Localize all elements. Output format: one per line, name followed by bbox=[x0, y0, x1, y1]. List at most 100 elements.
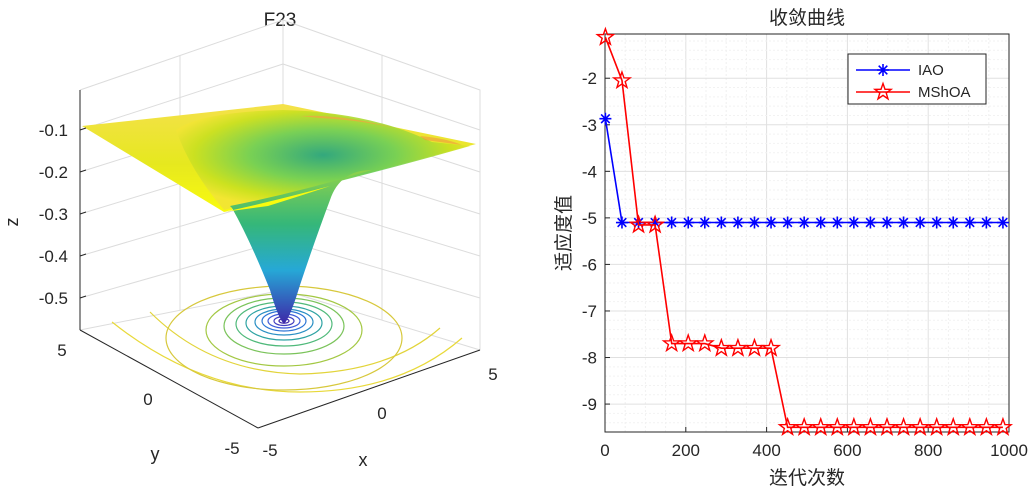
x-tick-label: 800 bbox=[914, 441, 942, 460]
x-tick-label: 600 bbox=[833, 441, 861, 460]
data-point-mshoa bbox=[711, 337, 732, 357]
z-axis-label: z bbox=[2, 218, 22, 227]
surface-mesh bbox=[82, 104, 476, 324]
legend-label-iao: IAO bbox=[918, 62, 944, 79]
x-axis: -5 0 5 x bbox=[257, 349, 498, 470]
data-point-mshoa bbox=[727, 337, 749, 357]
y-tick-label: -5 bbox=[582, 209, 597, 228]
chart-series bbox=[595, 26, 1014, 436]
x-tick-label: 0 bbox=[377, 404, 386, 423]
data-point-iao bbox=[731, 216, 744, 229]
y-tick-label: 5 bbox=[57, 341, 66, 360]
data-point-mshoa bbox=[860, 416, 881, 436]
data-point-mshoa bbox=[628, 214, 649, 234]
z-tick-label: -0.2 bbox=[39, 163, 68, 182]
z-tick-label: -0.1 bbox=[39, 121, 68, 140]
data-point-mshoa bbox=[644, 214, 666, 234]
y-axis-label: y bbox=[151, 444, 160, 464]
y-tick-label: -9 bbox=[582, 395, 597, 414]
y-tick-label: -2 bbox=[582, 69, 597, 88]
z-tick-label: -0.4 bbox=[39, 247, 68, 266]
x-tick-label: -5 bbox=[262, 441, 277, 460]
data-point-iao bbox=[798, 216, 811, 229]
series-iao bbox=[599, 112, 1009, 229]
legend-marker-iao bbox=[877, 64, 889, 76]
data-point-iao bbox=[831, 216, 844, 229]
data-point-iao bbox=[781, 216, 794, 229]
data-point-iao bbox=[897, 216, 910, 229]
data-point-mshoa bbox=[777, 416, 798, 436]
y-axis-title: 适应度值 bbox=[553, 195, 575, 271]
y-tick-label: -6 bbox=[582, 255, 597, 274]
x-tick-label: 400 bbox=[752, 441, 780, 460]
data-point-iao bbox=[665, 216, 678, 229]
data-point-mshoa bbox=[744, 337, 765, 357]
chart-title: 收敛曲线 bbox=[769, 7, 845, 29]
legend-marker-mshoa bbox=[872, 81, 894, 101]
y-tick-label: -7 bbox=[582, 302, 597, 321]
data-point-iao bbox=[765, 216, 778, 229]
data-point-iao bbox=[748, 216, 761, 229]
data-point-iao bbox=[963, 216, 976, 229]
data-point-mshoa bbox=[810, 416, 831, 436]
x-tick-label: 1000 bbox=[990, 441, 1028, 460]
data-point-mshoa bbox=[959, 416, 980, 436]
z-axis: -0.1 -0.2 -0.3 -0.4 -0.5 z bbox=[2, 90, 87, 330]
data-point-iao bbox=[814, 216, 827, 229]
data-point-mshoa bbox=[943, 416, 964, 436]
data-point-iao bbox=[996, 216, 1009, 229]
data-point-mshoa bbox=[992, 416, 1014, 436]
legend-box bbox=[847, 53, 987, 105]
z-tick-label: -0.3 bbox=[39, 205, 68, 224]
data-point-iao bbox=[715, 216, 728, 229]
data-point-mshoa bbox=[794, 416, 815, 436]
x-axis-title: 迭代次数 bbox=[769, 467, 845, 489]
data-point-iao bbox=[880, 216, 893, 229]
x-tick-label: 200 bbox=[672, 441, 700, 460]
data-point-iao bbox=[947, 216, 960, 229]
data-point-mshoa bbox=[876, 416, 898, 436]
data-point-mshoa bbox=[926, 416, 947, 436]
data-point-mshoa bbox=[694, 332, 715, 353]
x-tick-label: 0 bbox=[600, 441, 609, 460]
data-point-iao bbox=[914, 216, 927, 229]
legend-items: IAO MShOA bbox=[856, 62, 971, 101]
data-point-iao bbox=[615, 216, 628, 229]
data-point-iao bbox=[980, 216, 993, 229]
data-point-mshoa bbox=[827, 416, 848, 436]
data-point-iao bbox=[847, 216, 860, 229]
data-point-mshoa bbox=[843, 416, 864, 436]
data-point-mshoa bbox=[595, 26, 616, 46]
data-point-mshoa bbox=[611, 69, 633, 90]
y-tick-labels: -2 -3 -4 -5 -6 -7 -8 -9 bbox=[582, 69, 597, 414]
data-point-mshoa bbox=[976, 416, 997, 436]
x-axis-label: x bbox=[359, 450, 368, 470]
convergence-chart: 收敛曲线 -2 -3 -4 -5 -6 -7 -8 -9 0 200 400 6… bbox=[553, 7, 1028, 489]
legend: IAO MShOA bbox=[847, 53, 987, 105]
surface-plot: F23 bbox=[2, 10, 498, 470]
chart-grid bbox=[604, 34, 1010, 433]
x-tick-label: 5 bbox=[488, 365, 497, 384]
data-point-mshoa bbox=[661, 332, 682, 353]
data-point-iao bbox=[930, 216, 943, 229]
legend-label-mshoa: MShOA bbox=[918, 84, 971, 101]
z-tick-label: -0.5 bbox=[39, 289, 68, 308]
data-point-iao bbox=[864, 216, 877, 229]
x-tick-labels: 0 200 400 600 800 1000 bbox=[600, 441, 1028, 460]
data-point-iao bbox=[649, 216, 662, 229]
data-point-iao bbox=[698, 216, 711, 229]
series-mshoa bbox=[595, 26, 1014, 436]
y-tick-label: -5 bbox=[224, 439, 239, 458]
data-point-mshoa bbox=[678, 332, 699, 353]
data-point-iao bbox=[599, 112, 612, 125]
series-line-mshoa bbox=[604, 37, 1003, 429]
data-point-mshoa bbox=[760, 337, 782, 357]
y-tick-label: -8 bbox=[582, 349, 597, 368]
data-point-mshoa bbox=[910, 416, 931, 436]
y-axis: 5 0 -5 y bbox=[57, 329, 259, 464]
data-point-iao bbox=[682, 216, 695, 229]
y-tick-label: -3 bbox=[582, 116, 597, 135]
y-tick-label: 0 bbox=[143, 390, 152, 409]
y-tick-label: -4 bbox=[582, 162, 597, 181]
